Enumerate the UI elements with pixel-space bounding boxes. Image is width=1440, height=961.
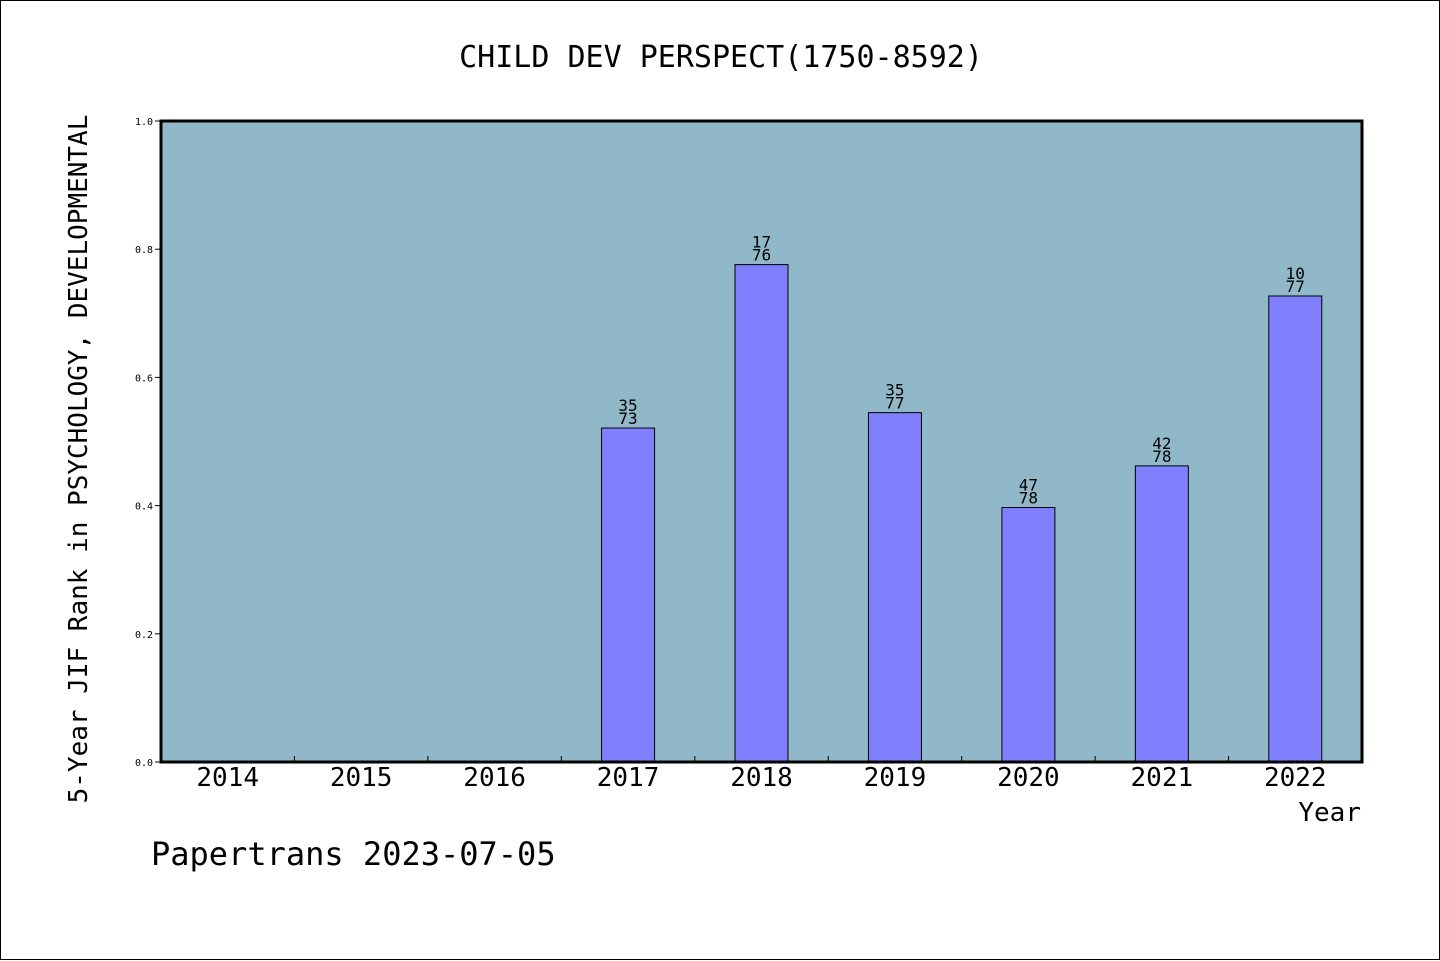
bar-label-rank: 10 [1286,264,1305,283]
bar-label-total: 73 [618,409,637,428]
chart-title: CHILD DEV PERSPECT(1750-8592) [459,40,983,75]
x-tick-label: 2018 [730,763,793,793]
bar-label-total: 76 [752,246,771,265]
x-axis: 2014 2015 2016 2017 2018 2019 2020 2021 2022 [196,756,1327,793]
y-axis-title: 5-Year JIF Rank in PSYCHOLOGY, DEVELOPME… [64,115,94,804]
bar-label-rank: 35 [618,396,637,415]
bar-label-total: 77 [885,394,904,413]
y-tick-label: 0.4 [135,502,153,513]
bar-label-rank: 47 [1019,476,1038,495]
watermark-text: Papertrans 2023-07-05 [151,835,556,873]
bar-2020 [1001,507,1056,763]
y-tick-label: 1.0 [135,117,153,128]
bar-2018 [734,264,789,763]
y-tick-label: 0.8 [135,245,153,256]
bar-2022 [1268,295,1323,763]
x-tick-label: 2016 [463,763,526,793]
bar-2021 [1134,465,1189,763]
y-axis: 0.0 0.2 0.4 0.6 0.8 1.0 [135,117,161,769]
bar-label-total: 77 [1286,277,1305,296]
x-tick-label: 2021 [1131,763,1194,793]
bar-label-total: 78 [1019,489,1038,508]
x-tick-label: 2022 [1264,763,1327,793]
bar-label-rank: 42 [1152,434,1171,453]
bar-2017 [601,427,656,763]
x-tick-label: 2017 [597,763,660,793]
y-tick-label: 0.6 [135,373,153,384]
y-tick-label: 0.0 [135,758,153,769]
x-tick-label: 2015 [330,763,393,793]
bar-label-rank: 35 [885,381,904,400]
x-axis-title: Year [1298,798,1361,828]
plot-border [159,119,1364,764]
x-tick-label: 2020 [997,763,1060,793]
x-tick-label: 2014 [196,763,259,793]
bar-2019 [867,412,922,763]
bar-label-rank: 17 [752,233,771,252]
x-tick-label: 2019 [864,763,927,793]
y-tick-label: 0.2 [135,630,153,641]
bars-layer [601,264,1323,763]
bar-label-total: 78 [1152,447,1171,466]
